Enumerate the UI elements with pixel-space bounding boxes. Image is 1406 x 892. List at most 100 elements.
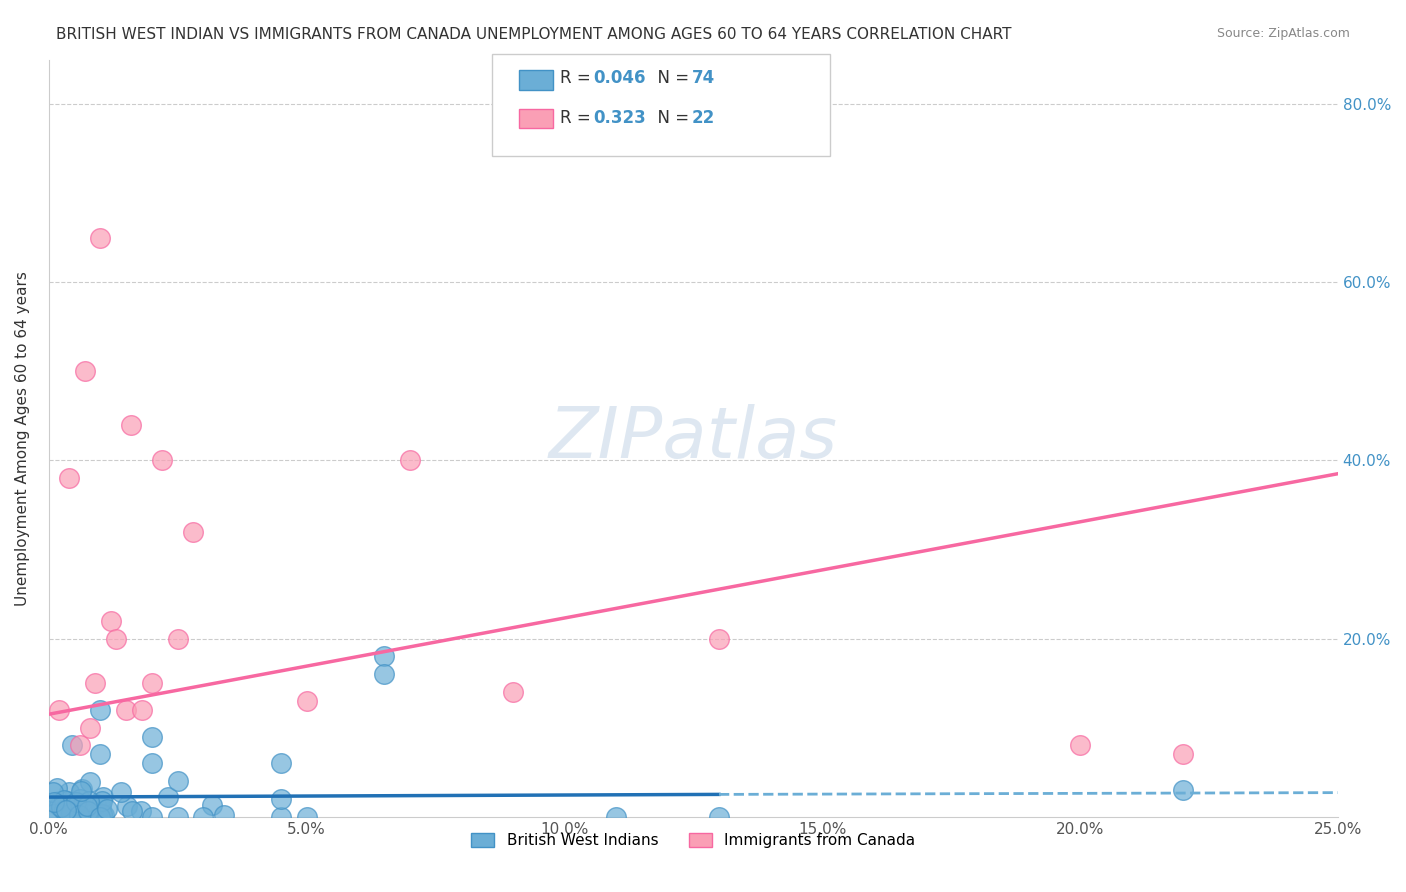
Immigrants from Canada <box>79 721 101 735</box>
British West Indians <box>76 807 98 822</box>
Immigrants from Canada <box>1171 747 1194 762</box>
British West Indians <box>373 649 395 664</box>
British West Indians <box>166 810 188 824</box>
Text: 0.323: 0.323 <box>593 109 647 127</box>
British West Indians <box>76 798 98 813</box>
British West Indians <box>212 808 235 822</box>
British West Indians <box>86 797 108 811</box>
British West Indians <box>53 803 76 817</box>
British West Indians <box>141 730 163 744</box>
British West Indians <box>90 800 112 814</box>
Immigrants from Canada <box>115 703 138 717</box>
British West Indians <box>60 795 83 809</box>
British West Indians <box>79 797 101 812</box>
Immigrants from Canada <box>1069 739 1091 753</box>
British West Indians <box>87 805 110 819</box>
British West Indians <box>59 805 82 820</box>
British West Indians <box>45 797 67 811</box>
British West Indians <box>69 792 91 806</box>
Immigrants from Canada <box>104 632 127 646</box>
British West Indians <box>48 798 70 813</box>
British West Indians <box>129 804 152 818</box>
Immigrants from Canada <box>141 676 163 690</box>
British West Indians <box>201 797 224 812</box>
British West Indians <box>46 780 69 795</box>
British West Indians <box>42 807 65 822</box>
British West Indians <box>55 808 77 822</box>
British West Indians <box>60 738 83 752</box>
Legend: British West Indians, Immigrants from Canada: British West Indians, Immigrants from Ca… <box>465 827 921 855</box>
Immigrants from Canada <box>166 632 188 646</box>
British West Indians <box>110 784 132 798</box>
British West Indians <box>193 810 215 824</box>
Immigrants from Canada <box>48 703 70 717</box>
Immigrants from Canada <box>150 453 173 467</box>
Text: R =: R = <box>560 70 596 87</box>
British West Indians <box>121 804 143 818</box>
Immigrants from Canada <box>707 632 730 646</box>
Immigrants from Canada <box>84 676 107 690</box>
British West Indians <box>67 807 90 822</box>
Text: 74: 74 <box>692 70 716 87</box>
British West Indians <box>605 810 627 824</box>
British West Indians <box>77 794 100 808</box>
British West Indians <box>270 792 292 806</box>
British West Indians <box>156 790 179 805</box>
Text: ZIPatlas: ZIPatlas <box>548 404 838 473</box>
Immigrants from Canada <box>398 453 420 467</box>
British West Indians <box>52 802 75 816</box>
British West Indians <box>79 775 101 789</box>
British West Indians <box>60 803 83 817</box>
British West Indians <box>58 785 80 799</box>
British West Indians <box>42 785 65 799</box>
Text: R =: R = <box>560 109 596 127</box>
British West Indians <box>270 756 292 771</box>
British West Indians <box>70 781 93 796</box>
Text: Source: ZipAtlas.com: Source: ZipAtlas.com <box>1216 27 1350 40</box>
Immigrants from Canada <box>73 364 96 378</box>
Immigrants from Canada <box>120 417 142 432</box>
British West Indians <box>295 810 318 824</box>
British West Indians <box>59 798 82 813</box>
Text: 22: 22 <box>692 109 716 127</box>
British West Indians <box>141 756 163 771</box>
British West Indians <box>60 804 83 818</box>
Immigrants from Canada <box>502 685 524 699</box>
British West Indians <box>66 797 89 812</box>
British West Indians <box>55 803 77 817</box>
Text: N =: N = <box>647 70 695 87</box>
British West Indians <box>373 667 395 681</box>
Immigrants from Canada <box>100 614 122 628</box>
British West Indians <box>66 805 89 819</box>
British West Indians <box>707 810 730 824</box>
British West Indians <box>49 800 72 814</box>
British West Indians <box>52 803 75 817</box>
British West Indians <box>62 805 84 820</box>
Immigrants from Canada <box>131 703 153 717</box>
Immigrants from Canada <box>58 471 80 485</box>
British West Indians <box>65 795 87 809</box>
Text: 0.046: 0.046 <box>593 70 645 87</box>
British West Indians <box>93 808 115 822</box>
British West Indians <box>1171 783 1194 797</box>
British West Indians <box>89 747 111 762</box>
Immigrants from Canada <box>181 524 204 539</box>
Immigrants from Canada <box>69 739 91 753</box>
British West Indians <box>115 798 138 813</box>
British West Indians <box>53 805 76 819</box>
British West Indians <box>89 810 111 824</box>
British West Indians <box>96 802 118 816</box>
British West Indians <box>39 806 62 821</box>
British West Indians <box>42 795 65 809</box>
Immigrants from Canada <box>295 694 318 708</box>
Text: BRITISH WEST INDIAN VS IMMIGRANTS FROM CANADA UNEMPLOYMENT AMONG AGES 60 TO 64 Y: BRITISH WEST INDIAN VS IMMIGRANTS FROM C… <box>56 27 1012 42</box>
British West Indians <box>166 774 188 789</box>
British West Indians <box>48 794 70 808</box>
Text: N =: N = <box>647 109 695 127</box>
British West Indians <box>90 807 112 822</box>
British West Indians <box>53 793 76 807</box>
British West Indians <box>70 784 93 798</box>
British West Indians <box>90 794 112 808</box>
British West Indians <box>65 795 87 809</box>
Immigrants from Canada <box>89 231 111 245</box>
